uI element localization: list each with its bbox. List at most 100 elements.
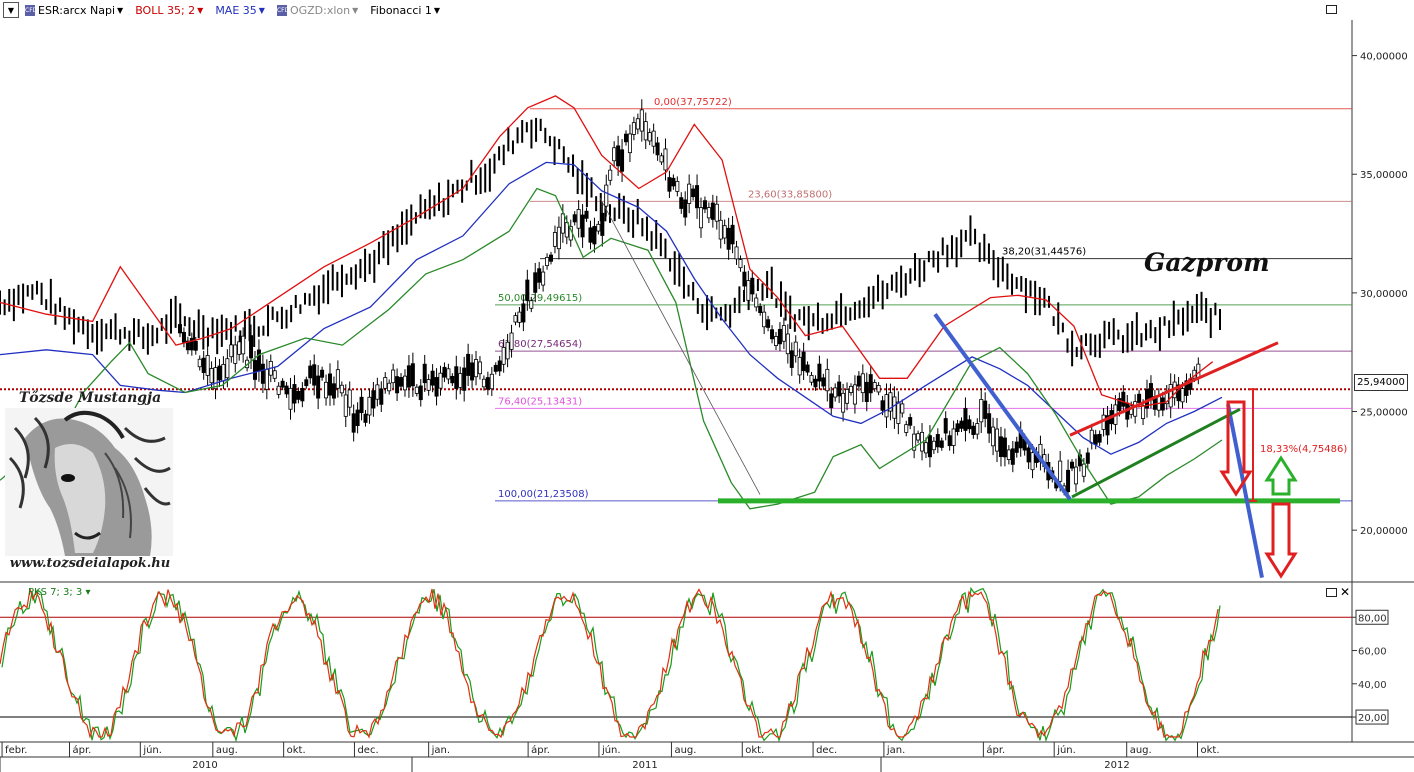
esr-bar	[912, 426, 917, 459]
y-tick-label: 25,00000	[1360, 408, 1408, 419]
esr-bar	[375, 377, 380, 407]
esr-bar	[837, 375, 842, 403]
level-tag	[1355, 609, 1389, 625]
dropdown-icon[interactable]: ▼	[3, 2, 19, 18]
toolbar-item-price[interactable]: CFD ESR:arcx Napi ▼	[25, 4, 123, 17]
esr-bar	[477, 356, 482, 380]
maximize-icon[interactable]	[1326, 588, 1337, 597]
esr-bar	[529, 296, 534, 313]
y-tick-label: 60,00	[1358, 647, 1387, 658]
esr-bar	[943, 411, 948, 441]
channel-lower-line	[1071, 407, 1241, 499]
esr-bar	[959, 417, 964, 433]
esr-bar	[679, 192, 684, 214]
esr-bar	[256, 339, 261, 382]
esr-bar	[770, 325, 775, 344]
esr-bar	[320, 366, 325, 381]
esr-bar	[1038, 435, 1043, 471]
esr-bar	[908, 413, 913, 430]
y-tick-label: 35,00000	[1360, 170, 1408, 181]
esr-bar	[284, 382, 289, 398]
esr-bar	[327, 363, 332, 406]
esr-bar	[805, 361, 810, 376]
esr-bar	[462, 356, 467, 402]
oscillator-label[interactable]: PKS 7; 3; 3 ▾	[28, 587, 91, 598]
esr-bar	[979, 388, 984, 433]
horse-head-drawing	[5, 408, 173, 556]
esr-bar	[446, 363, 451, 385]
toolbar-item-fibonacci[interactable]: Fibonacci 1 ▼	[370, 4, 440, 17]
esr-bar	[596, 220, 601, 235]
esr-bar	[995, 418, 1000, 463]
esr-bar	[785, 324, 790, 364]
esr-bar	[651, 123, 656, 154]
esr-bar	[726, 217, 731, 260]
esr-bar	[742, 265, 747, 294]
close-icon[interactable]: ✕	[1340, 585, 1351, 599]
esr-bar	[541, 265, 546, 292]
esr-bar	[971, 421, 976, 439]
esr-bar	[845, 382, 850, 411]
esr-bar	[825, 358, 830, 402]
esr-bar	[371, 381, 376, 417]
oscillator-line	[0, 588, 1219, 739]
esr-bar	[1077, 449, 1082, 472]
esr-bar	[485, 371, 490, 396]
maximize-icon[interactable]	[1326, 5, 1337, 14]
esr-bar	[391, 363, 396, 389]
esr-bar	[509, 324, 514, 358]
esr-bar	[363, 410, 368, 427]
esr-bar	[241, 327, 246, 363]
down-trendline-projection	[1226, 404, 1264, 579]
year-label: 2010	[192, 760, 217, 771]
x-tick-label: jún.	[601, 744, 621, 756]
esr-bar	[852, 375, 857, 414]
esr-bar	[233, 335, 238, 373]
toolbar-item-price-label: ESR:arcx Napi	[38, 3, 116, 17]
esr-bar	[975, 418, 980, 440]
y-tick-label: 40,00	[1358, 680, 1387, 691]
toolbar-item-compare[interactable]: CFD OGZD:xlon ▼	[276, 4, 358, 17]
esr-bar	[600, 202, 605, 247]
esr-bar	[197, 355, 202, 371]
esr-bar	[1184, 373, 1189, 403]
esr-bar	[991, 417, 996, 456]
esr-bar	[967, 415, 972, 434]
esr-bar	[213, 357, 218, 400]
esr-bar	[1002, 428, 1007, 467]
esr-bar	[793, 335, 798, 363]
esr-bar	[848, 383, 853, 396]
esr-bar	[829, 386, 834, 415]
esr-bar	[659, 152, 664, 166]
esr-bar	[706, 202, 711, 224]
esr-bar	[635, 113, 640, 135]
esr-bar	[525, 269, 530, 311]
esr-bar	[833, 383, 838, 402]
esr-bar	[766, 315, 771, 332]
esr-bar	[643, 112, 648, 150]
esr-bar	[331, 376, 336, 406]
toolbar-item-boll[interactable]: BOLL 35; 2 ▼	[135, 4, 203, 17]
esr-bar	[683, 191, 688, 226]
fib-label: 100,00(21,23508)	[498, 489, 589, 500]
esr-bar	[339, 381, 344, 397]
esr-bar	[272, 367, 277, 383]
esr-bar	[983, 392, 988, 428]
esr-bar	[876, 382, 881, 396]
esr-bar	[856, 371, 861, 392]
esr-bar	[414, 384, 419, 397]
toolbar-item-mae-label: MAE 35	[215, 3, 257, 17]
esr-bar	[481, 375, 486, 391]
esr-bar	[533, 262, 538, 303]
toolbar-item-mae[interactable]: MAE 35 ▼	[215, 4, 265, 17]
esr-bar	[497, 355, 502, 377]
esr-bar	[442, 362, 447, 383]
esr-bar	[1085, 447, 1090, 469]
esr-bar	[963, 397, 968, 442]
esr-bar	[181, 327, 186, 348]
esr-bar	[624, 130, 629, 146]
esr-bar	[1145, 379, 1150, 418]
buy-arrow-icon	[1264, 455, 1298, 496]
x-tick-label: aug.	[216, 745, 238, 756]
esr-bar	[347, 381, 352, 416]
